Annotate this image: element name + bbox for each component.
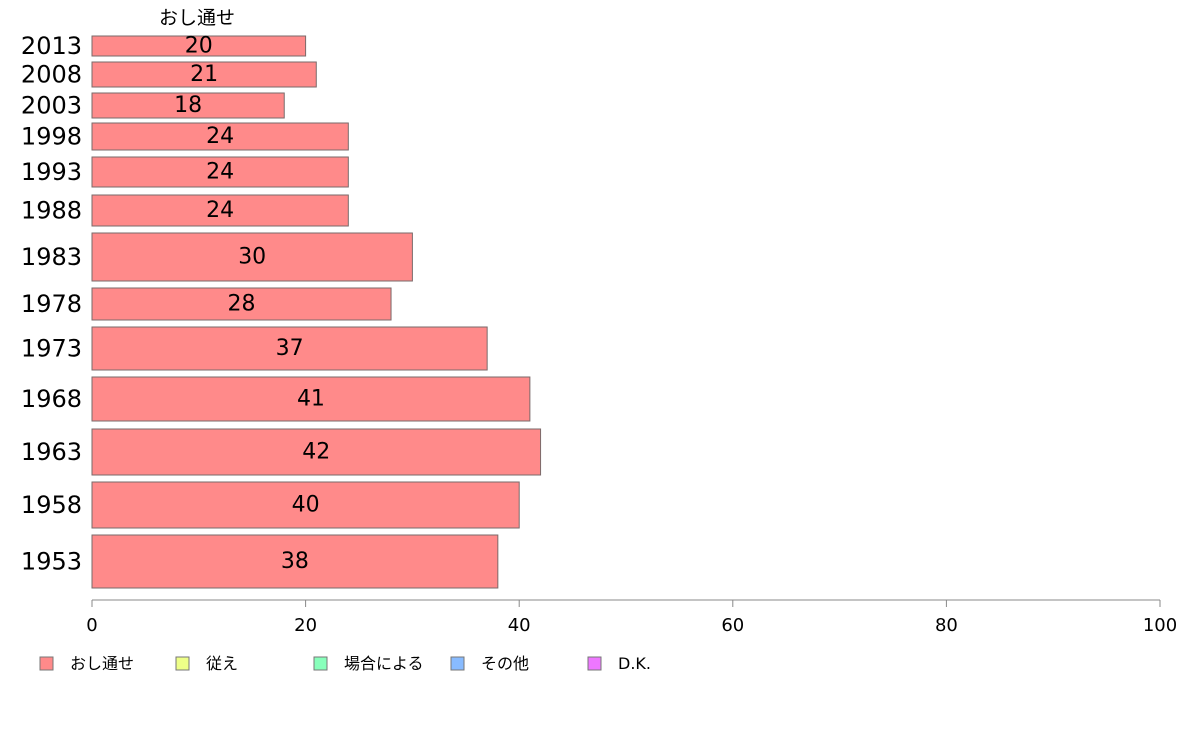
value-label-1973: 37: [276, 336, 304, 361]
bars-group: 2013 20 2008 21 2003 18 1998 24 1993 24 1988 24 1983…: [21, 32, 542, 589]
category-label-1963: 1963: [21, 438, 82, 466]
legend: おし通せ 従え 場合による その他 D.K.: [39, 654, 651, 673]
bar-1963: [91, 428, 542, 476]
legend-swatch-1: [175, 656, 190, 671]
bar-1978: [91, 287, 392, 321]
legend-label-4: D.K.: [618, 654, 651, 673]
x-tick-label-20: 20: [294, 615, 317, 636]
legend-label-0: おし通せ: [70, 654, 134, 673]
bar-1953: [91, 534, 499, 589]
value-label-1963: 42: [302, 440, 330, 465]
value-label-1958: 40: [292, 493, 320, 518]
value-label-2003: 18: [174, 93, 202, 118]
value-label-1978: 28: [228, 292, 256, 317]
category-label-2013: 2013: [21, 32, 82, 60]
x-tick-label-60: 60: [721, 615, 744, 636]
legend-label-3: その他: [481, 654, 529, 673]
legend-swatch-4: [587, 656, 602, 671]
bar-2008: [91, 61, 317, 88]
category-label-2003: 2003: [21, 92, 82, 120]
series-title: おし通せ: [159, 7, 235, 29]
bar-1998: [91, 122, 349, 151]
x-tick-label-100: 100: [1143, 615, 1177, 636]
value-label-1953: 38: [281, 549, 309, 574]
bar-1958: [91, 481, 520, 529]
value-label-2008: 21: [190, 62, 218, 87]
category-label-1983: 1983: [21, 243, 82, 271]
bar-2013: [91, 35, 307, 57]
bar-1993: [91, 156, 349, 188]
x-tick-label-0: 0: [86, 615, 97, 636]
category-label-1993: 1993: [21, 158, 82, 186]
value-label-2013: 20: [185, 34, 213, 59]
category-label-2008: 2008: [21, 61, 82, 89]
value-label-1983: 30: [238, 245, 266, 270]
value-label-1988: 24: [206, 198, 234, 223]
bar-1988: [91, 194, 349, 227]
legend-swatch-0: [39, 656, 54, 671]
value-label-1998: 24: [206, 124, 234, 149]
category-label-1998: 1998: [21, 123, 82, 151]
bar-1973: [91, 326, 488, 371]
value-label-1968: 41: [297, 387, 325, 412]
category-label-1988: 1988: [21, 197, 82, 225]
category-label-1973: 1973: [21, 335, 82, 363]
x-tick-label-40: 40: [508, 615, 531, 636]
legend-swatch-3: [450, 656, 465, 671]
bar-1983: [91, 232, 413, 282]
legend-swatch-2: [313, 656, 328, 671]
legend-label-1: 従え: [206, 654, 238, 673]
category-label-1958: 1958: [21, 491, 82, 519]
category-label-1953: 1953: [21, 548, 82, 576]
value-label-1993: 24: [206, 160, 234, 185]
legend-label-2: 場合による: [344, 654, 424, 673]
category-label-1968: 1968: [21, 385, 82, 413]
bar-1968: [91, 376, 531, 422]
x-axis: 0 20 40 60 80 100: [86, 599, 1177, 636]
category-label-1978: 1978: [21, 290, 82, 318]
x-tick-label-80: 80: [935, 615, 958, 636]
bar-2003: [91, 92, 285, 119]
